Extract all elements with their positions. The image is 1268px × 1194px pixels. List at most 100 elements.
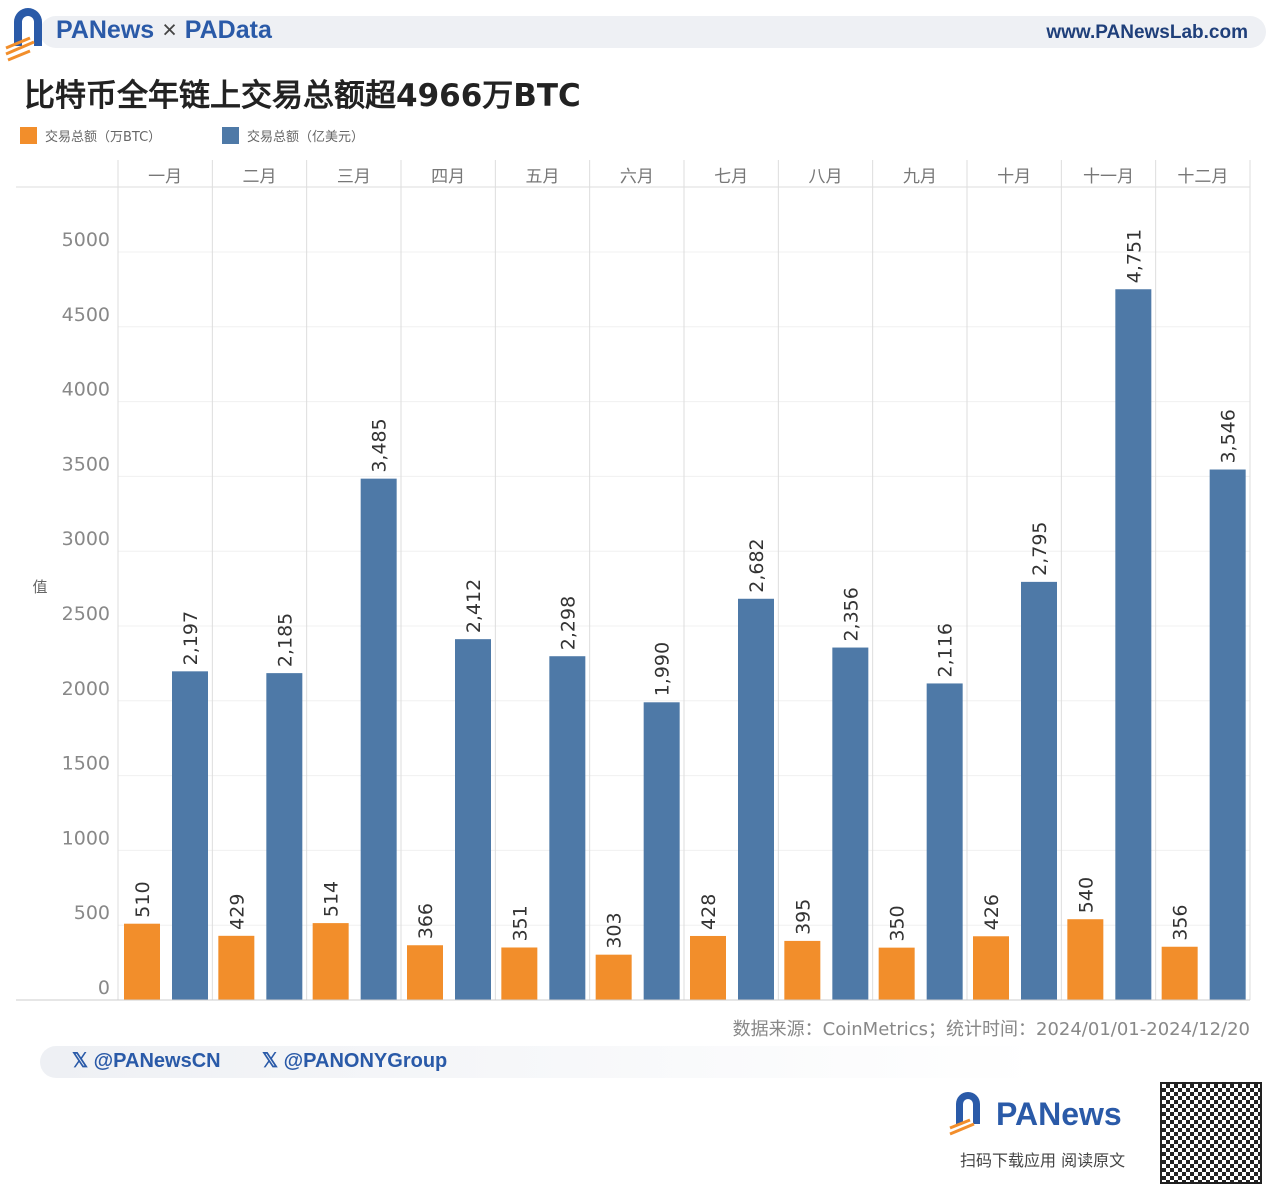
- data-label: 2,116: [935, 623, 957, 677]
- bar-usd: [1021, 581, 1057, 1000]
- month-label: 十一月: [1083, 167, 1134, 187]
- data-label: 429: [226, 894, 248, 930]
- data-label: 514: [321, 881, 343, 917]
- data-label: 2,356: [840, 587, 862, 641]
- social-x-panewscn[interactable]: 𝕏 @PANewsCN: [72, 1048, 221, 1073]
- brand-panews: PANews: [56, 16, 155, 44]
- bar-usd: [266, 673, 303, 1000]
- data-label: 303: [604, 912, 626, 948]
- month-label: 一月: [148, 167, 182, 187]
- bar-btc: [312, 923, 349, 1000]
- data-label: 540: [1075, 877, 1097, 913]
- y-tick-label: 500: [74, 902, 110, 924]
- data-label: 2,412: [463, 579, 485, 633]
- month-label: 五月: [526, 167, 560, 187]
- month-label: 二月: [243, 167, 277, 187]
- x-icon: 𝕏: [262, 1050, 284, 1072]
- y-axis-title: 值: [32, 578, 47, 596]
- bar-btc: [501, 947, 538, 1000]
- header-bar: [40, 16, 1266, 48]
- bar-btc: [1067, 919, 1104, 1000]
- y-tick-label: 2500: [62, 603, 110, 625]
- panews-logo-icon: [5, 8, 42, 62]
- y-tick-label: 4500: [62, 304, 110, 326]
- month-label: 九月: [903, 167, 937, 187]
- bar-btc: [124, 923, 160, 1000]
- bar-btc: [1161, 946, 1198, 1000]
- month-label: 七月: [714, 167, 748, 187]
- data-label: 2,298: [557, 596, 579, 650]
- y-tick-label: 3000: [62, 528, 110, 550]
- bar-usd: [926, 683, 963, 1000]
- legend-label: 交易总额（万BTC）: [45, 130, 162, 145]
- data-label: 350: [887, 905, 909, 941]
- brand-logos: PANews × PAData: [56, 16, 272, 45]
- y-tick-label: 2000: [62, 678, 110, 700]
- bar-usd: [1115, 289, 1152, 1001]
- month-label: 十二月: [1177, 167, 1228, 187]
- data-label: 3,485: [369, 418, 391, 472]
- legend-swatch: [20, 127, 37, 144]
- bar-usd: [549, 656, 586, 1000]
- data-label: 2,185: [274, 613, 296, 667]
- y-tick-label: 1000: [62, 827, 110, 849]
- bar-usd: [832, 647, 869, 1000]
- bar-usd: [643, 702, 680, 1000]
- legend-swatch: [222, 127, 239, 144]
- chart-title: 比特币全年链上交易总额超4966万BTC: [24, 78, 581, 114]
- bar-btc: [878, 947, 915, 1000]
- data-label: 2,795: [1029, 521, 1051, 575]
- legend-item-usd: 交易总额（亿美元）: [222, 126, 364, 145]
- data-label: 4,751: [1123, 229, 1145, 283]
- data-source: 数据来源：CoinMetrics；统计时间：2024/01/01-2024/12…: [732, 1019, 1250, 1040]
- data-label: 2,682: [746, 538, 768, 592]
- data-label: 426: [981, 894, 1003, 930]
- y-tick-label: 4000: [62, 379, 110, 401]
- bar-btc: [973, 936, 1009, 1000]
- qr-code[interactable]: [1160, 1082, 1262, 1184]
- y-tick-label: 0: [98, 977, 110, 999]
- social-bar: [40, 1046, 1040, 1078]
- social-handle: @PANONYGroup: [283, 1050, 448, 1072]
- data-label: 2,197: [180, 611, 202, 665]
- month-label: 十月: [997, 167, 1031, 187]
- bar-btc: [218, 935, 255, 1000]
- data-label: 3,546: [1218, 409, 1240, 463]
- data-label: 395: [792, 899, 814, 935]
- footer-logo: PANews: [996, 1096, 1122, 1132]
- panews-logo-icon: [949, 1092, 980, 1136]
- data-label: 351: [509, 905, 531, 941]
- bar-btc: [595, 954, 632, 1000]
- website-url[interactable]: www.PANewsLab.com: [1046, 22, 1248, 43]
- bar-chart: 0 500 1000 1500 2000 2500 3000 3500 4000 4500 5000…: [16, 160, 1251, 1001]
- data-label: 1,990: [652, 642, 674, 696]
- bar-usd: [455, 639, 491, 1000]
- y-tick-label: 5000: [62, 229, 110, 251]
- bar-usd: [360, 478, 397, 1000]
- data-label: 366: [415, 903, 437, 939]
- bar-usd: [738, 598, 774, 1000]
- footer-caption: 扫码下载应用 阅读原文: [960, 1151, 1126, 1170]
- legend-label: 交易总额（亿美元）: [247, 130, 365, 145]
- y-tick-label: 3500: [62, 453, 110, 475]
- social-handle: @PANewsCN: [93, 1050, 221, 1072]
- y-tick-label: 1500: [62, 753, 110, 775]
- month-label: 六月: [620, 167, 654, 187]
- data-label: 428: [698, 894, 720, 930]
- separator: ×: [162, 16, 177, 44]
- month-label: 四月: [431, 167, 465, 187]
- legend-item-btc: 交易总额（万BTC）: [20, 126, 161, 145]
- data-label: 510: [132, 881, 154, 917]
- data-label: 356: [1170, 904, 1192, 940]
- brand-padata: PAData: [184, 16, 272, 44]
- bar-btc: [690, 935, 726, 1000]
- month-label: 三月: [337, 167, 371, 187]
- month-label: 八月: [809, 167, 843, 187]
- bar-btc: [407, 945, 443, 1000]
- bar-usd: [1209, 469, 1246, 1000]
- bar-btc: [784, 940, 821, 1000]
- bar-usd: [172, 671, 208, 1000]
- x-icon: 𝕏: [72, 1050, 94, 1072]
- social-x-panonygroup[interactable]: 𝕏 @PANONYGroup: [262, 1048, 447, 1073]
